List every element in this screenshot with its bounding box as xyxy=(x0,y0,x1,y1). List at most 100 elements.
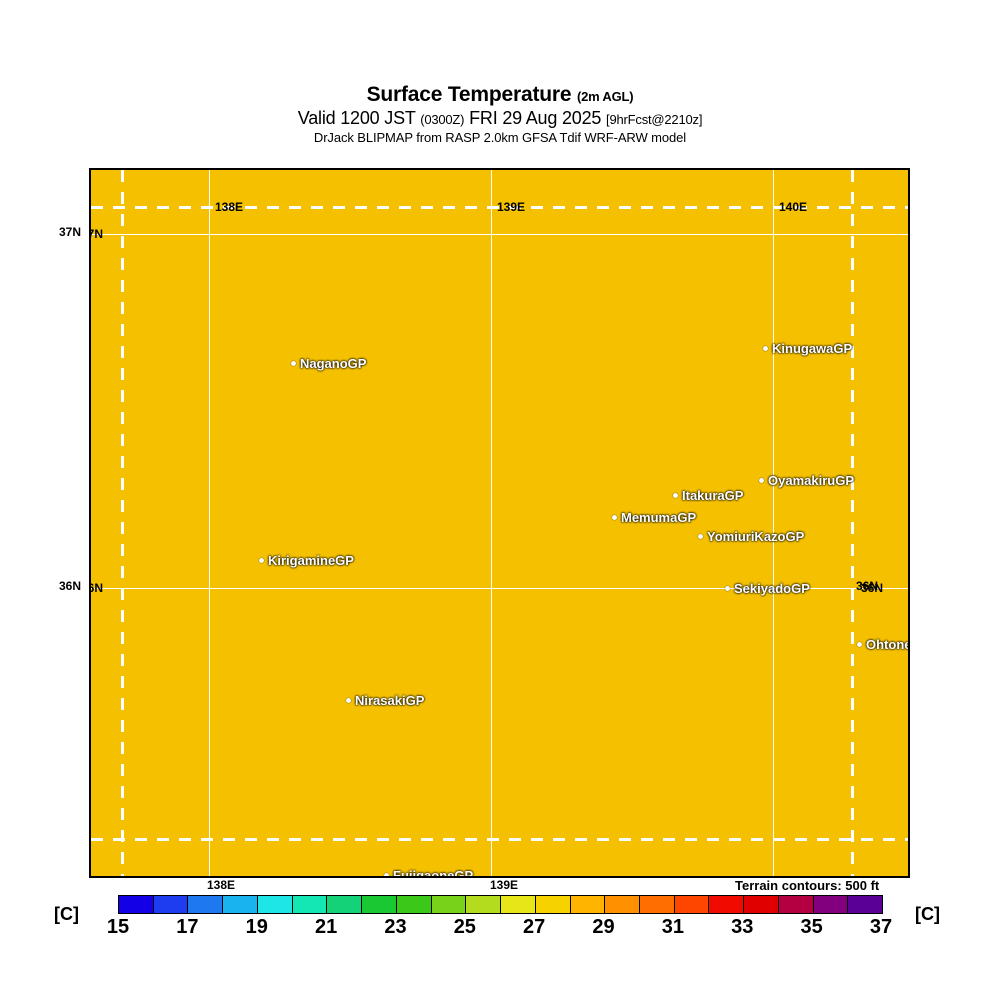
station-label: KirigamineGP xyxy=(268,553,354,569)
station-KinugawaGP[interactable]: KinugawaGP xyxy=(763,340,852,356)
axis-lon-label-139E: 139E xyxy=(490,878,519,892)
station-label: FujigaoneGP xyxy=(393,868,474,878)
station-label: OyamakiruGP xyxy=(768,473,854,489)
station-label: KinugawaGP xyxy=(772,341,853,357)
color-swatch-28 xyxy=(570,896,606,913)
color-swatch-31 xyxy=(674,896,710,913)
station-KirigamineGP[interactable]: KirigamineGP xyxy=(259,552,354,568)
station-NirasakiGP[interactable]: NirasakiGP xyxy=(346,692,424,708)
colorbar-tick-29: 29 xyxy=(592,916,615,938)
station-dot xyxy=(759,478,764,484)
colorbar-tick-23: 23 xyxy=(384,916,407,938)
station-label: Ohtone xyxy=(866,637,910,653)
station-dot xyxy=(259,558,264,564)
station-label: NaganoGP xyxy=(300,356,367,372)
domain-boundary-vertical xyxy=(851,170,854,876)
station-dot xyxy=(857,642,862,648)
longitude-gridline-139E xyxy=(491,170,492,876)
station-label: YomiuriKazoGP xyxy=(707,529,805,545)
station-dot xyxy=(612,515,617,521)
station-dot xyxy=(673,493,678,499)
valid-prefix: Valid 1200 JST xyxy=(297,108,416,128)
color-swatch-33 xyxy=(744,896,779,913)
longitude-gridline-138E xyxy=(209,170,210,876)
station-YomiuriKazoGP[interactable]: YomiuriKazoGP xyxy=(698,528,804,544)
title-block: Surface Temperature (2m AGL) Valid 1200 … xyxy=(0,84,1000,144)
color-swatch-27 xyxy=(535,896,571,913)
colorbar-tick-31: 31 xyxy=(661,916,685,938)
map-lat-label-0: 37N xyxy=(89,227,103,241)
axis-lat-label-right-36N: 36N xyxy=(856,579,879,593)
color-swatch-26 xyxy=(501,896,536,913)
title-level: (2m AGL) xyxy=(576,89,634,104)
color-swatch-16 xyxy=(153,896,189,913)
color-swatch-18 xyxy=(223,896,258,913)
colorbar-tick-21: 21 xyxy=(314,916,338,938)
title-source: DrJack BLIPMAP from RASP 2.0km GFSA Tdif… xyxy=(313,130,687,145)
color-swatch-23 xyxy=(396,896,432,913)
station-label: SekiyadoGP xyxy=(734,581,810,597)
station-label: NirasakiGP xyxy=(355,693,425,709)
longitude-gridline-140E xyxy=(773,170,774,876)
valid-utc: (0300Z) xyxy=(420,112,465,127)
color-swatch-19 xyxy=(257,896,293,913)
station-dot xyxy=(698,534,703,540)
color-swatch-32 xyxy=(709,896,745,913)
station-Ohtone[interactable]: Ohtone xyxy=(857,636,910,653)
map-lon-label-140E: 140E xyxy=(779,200,808,214)
color-swatch-34 xyxy=(778,896,814,913)
station-dot xyxy=(384,873,389,876)
color-swatch-21 xyxy=(327,896,363,913)
latitude-gridline-36N xyxy=(91,588,908,589)
color-swatch-22 xyxy=(362,896,397,913)
station-label: ItakuraGP xyxy=(682,488,744,504)
colorbar-tick-25: 25 xyxy=(453,916,476,938)
title-main-text: Surface Temperature xyxy=(366,83,572,106)
station-dot xyxy=(291,361,296,367)
valid-forecast: [9hrFcst@2210z] xyxy=(606,112,703,127)
map-overlay: 138E139E140E37N36N36NNaganoGPKinugawaGPO… xyxy=(91,170,908,876)
color-swatch-25 xyxy=(466,896,502,913)
station-MemumaGP[interactable]: MemumaGP xyxy=(612,509,696,525)
unit-label-left: [C] xyxy=(54,904,79,924)
station-ItakuraGP[interactable]: ItakuraGP xyxy=(673,487,743,503)
colorbar-tick-35: 35 xyxy=(800,916,823,938)
colorbar-tick-27: 27 xyxy=(523,916,546,938)
station-NaganoGP[interactable]: NaganoGP xyxy=(291,355,366,371)
map-lat-label-1: 36N xyxy=(89,581,103,595)
color-swatch-30 xyxy=(640,896,675,913)
color-swatch-20 xyxy=(292,896,328,913)
colorbar-tick-33: 33 xyxy=(731,916,754,938)
station-OyamakiruGP[interactable]: OyamakiruGP xyxy=(759,472,854,488)
color-swatch-29 xyxy=(605,896,641,913)
unit-label-right: [C] xyxy=(915,904,940,924)
color-swatch-17 xyxy=(188,896,224,913)
station-SekiyadoGP[interactable]: SekiyadoGP xyxy=(725,580,810,596)
axis-lon-label-138E: 138E xyxy=(207,878,236,892)
map-lon-label-138E: 138E xyxy=(215,200,244,214)
color-swatch-36 xyxy=(848,896,883,913)
temperature-map[interactable]: 138E139E140E37N36N36NNaganoGPKinugawaGPO… xyxy=(89,168,910,878)
station-dot xyxy=(725,586,730,592)
temperature-field-canvas xyxy=(91,170,908,876)
axis-lat-label-left-37N: 37N xyxy=(59,225,82,239)
valid-date: FRI 29 Aug 2025 xyxy=(469,108,602,128)
color-swatch-35 xyxy=(813,896,849,913)
latitude-gridline-37N xyxy=(91,234,908,235)
color-scale-ticks: 15 17 19 21 23 25 27 29 31 33 35 37 xyxy=(0,916,1000,942)
station-FujigaoneGP[interactable]: FujigaoneGP xyxy=(384,867,474,878)
color-swatch-15 xyxy=(119,896,154,913)
colorbar-tick-15: 15 xyxy=(106,916,130,938)
map-lat-label-2: 36N xyxy=(861,581,884,595)
colorbar-tick-37: 37 xyxy=(869,916,893,938)
map-lon-label-139E: 139E xyxy=(497,200,526,214)
station-dot xyxy=(763,346,768,352)
color-scale-bar xyxy=(118,895,883,914)
domain-boundary-vertical xyxy=(121,170,124,876)
colorbar-tick-17: 17 xyxy=(176,916,199,938)
station-label: MemumaGP xyxy=(621,510,697,526)
color-swatch-24 xyxy=(431,896,467,913)
colorbar-tick-19: 19 xyxy=(245,916,268,938)
axis-lat-label-left-36N: 36N xyxy=(59,579,82,593)
title-valid-line: Valid 1200 JST (0300Z) FRI 29 Aug 2025 [… xyxy=(0,109,1000,127)
